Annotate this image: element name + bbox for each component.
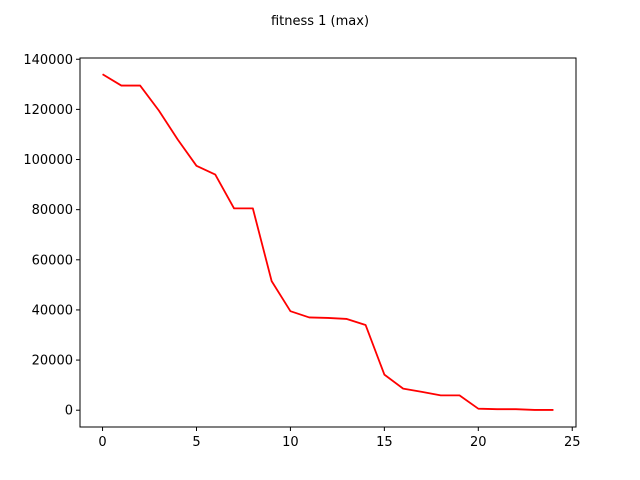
y-axis: 0 20000 40000 60000 80000 100000 120000 140000	[23, 53, 80, 419]
y-tick-label: 60000	[32, 253, 73, 268]
chart-title: fitness 1 (max)	[271, 14, 369, 29]
x-tick-label: 20	[470, 435, 487, 450]
y-tick-label: 40000	[32, 303, 73, 318]
series-line	[102, 73, 554, 411]
y-tick-label: 120000	[23, 103, 73, 118]
x-tick-label: 10	[282, 435, 299, 450]
x-tick-label: 5	[192, 435, 200, 450]
x-axis: 0 5 10 15 20 25	[98, 427, 581, 450]
x-tick-label: 15	[376, 435, 393, 450]
y-tick-label: 100000	[23, 153, 73, 168]
y-tick-label: 80000	[32, 203, 73, 218]
axes-frame	[79, 57, 577, 428]
y-tick-label: 0	[65, 404, 73, 419]
x-tick-label: 25	[564, 435, 581, 450]
y-tick-label: 20000	[32, 354, 73, 369]
plot-area	[102, 73, 554, 411]
y-tick-label: 140000	[23, 53, 73, 68]
x-tick-label: 0	[98, 435, 106, 450]
